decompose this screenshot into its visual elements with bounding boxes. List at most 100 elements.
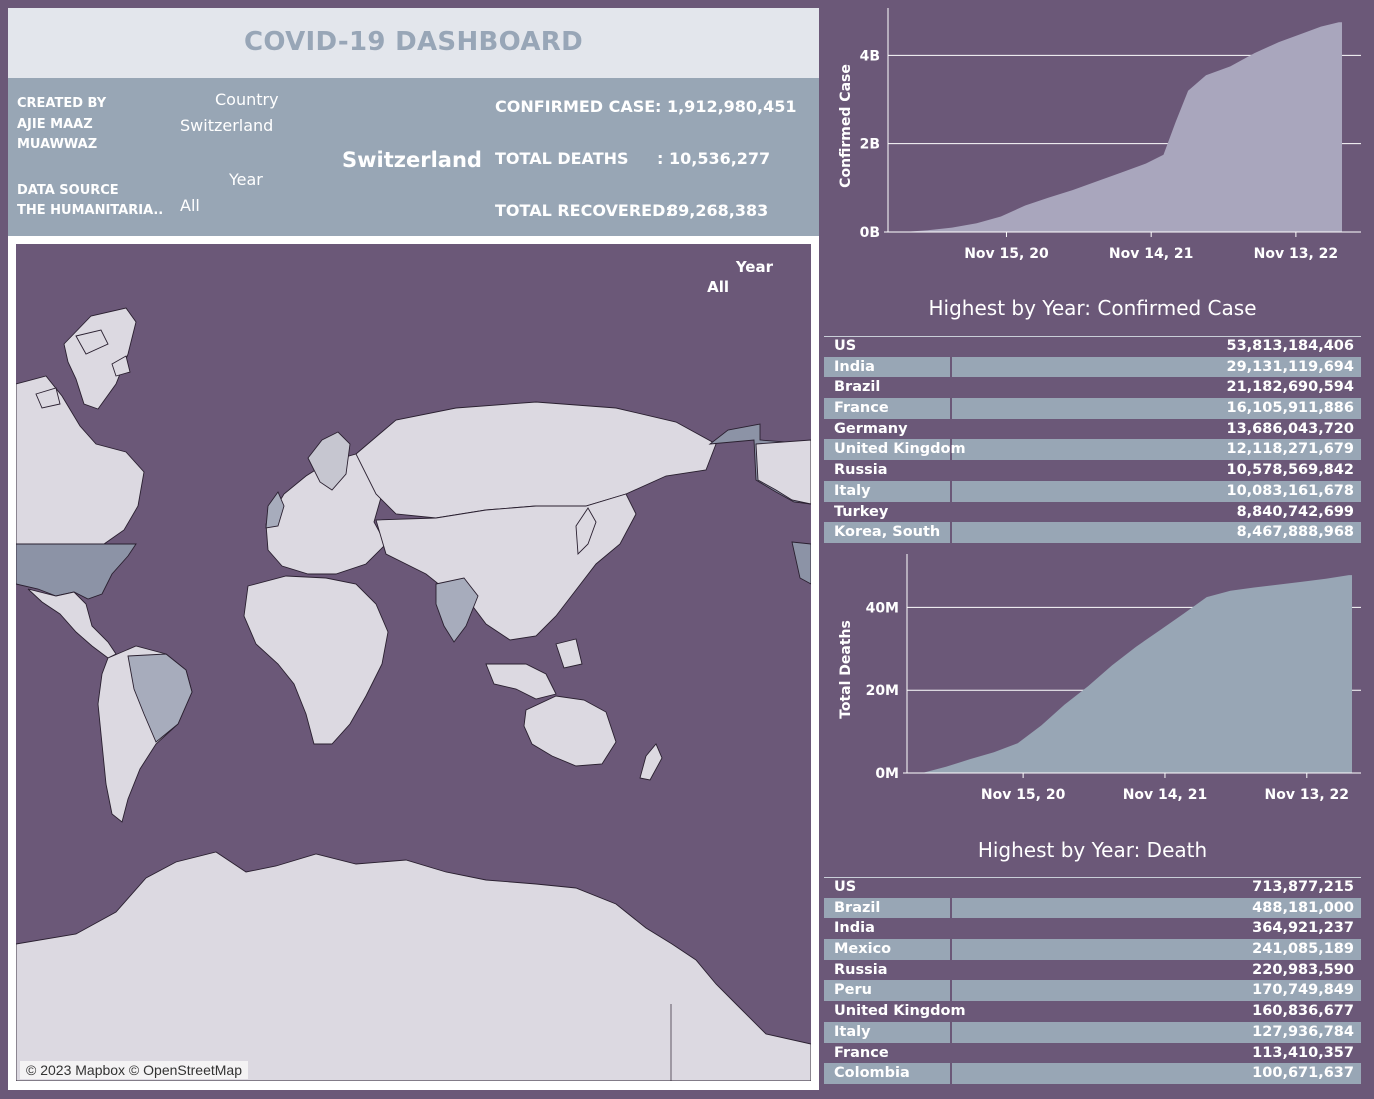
country-value: 10,083,161,678 xyxy=(1226,482,1354,499)
table-row[interactable]: Korea, South 8,467,888,968 xyxy=(824,522,1361,543)
india-shape xyxy=(435,577,479,643)
y-axis-title: Confirmed Case xyxy=(838,64,854,188)
country-value: 160,836,677 xyxy=(1252,1003,1354,1020)
deaths-table: US 713,877,215 Brazil 488,181,000 India 364,9… xyxy=(824,877,1361,1084)
table-row[interactable]: France 113,410,357 xyxy=(824,1043,1361,1064)
map-attribution[interactable]: © 2023 Mapbox © OpenStreetMap xyxy=(20,1061,248,1079)
confirmed-case-chart: 0B 2B 4B Nov 15, 20 Nov 14, 21 Nov 13, 22 Conf… xyxy=(838,8,1361,262)
created-by-label: CREATED BY xyxy=(17,96,107,111)
north-america-east xyxy=(755,439,811,505)
country-name: United Kingdom xyxy=(834,1003,966,1020)
table-row[interactable]: Peru 170,749,849 xyxy=(824,980,1361,1002)
country-value: 488,181,000 xyxy=(1252,899,1354,916)
table-row[interactable]: France 16,105,911,886 xyxy=(824,398,1361,419)
table-row[interactable]: US 713,877,215 xyxy=(824,877,1361,898)
confirmed-case-label: CONFIRMED CASE xyxy=(495,97,656,116)
x-tick-label: Nov 15, 20 xyxy=(981,787,1066,803)
year-filter-value[interactable]: All xyxy=(180,196,200,215)
country-name: Brazil xyxy=(834,899,881,916)
country-value: 21,182,690,594 xyxy=(1226,379,1354,396)
map-frame: Year All © 2023 Mapbox © OpenStreetMap xyxy=(8,236,819,1090)
y-tick-label: 4B xyxy=(860,48,880,64)
europe-shape xyxy=(265,453,387,575)
table-row[interactable]: Colombia 100,671,637 xyxy=(824,1063,1361,1084)
country-name: US xyxy=(834,338,857,354)
y-tick-label: 0M xyxy=(875,766,899,782)
deaths-table-title: Highest by Year: Death xyxy=(977,838,1208,862)
table-row[interactable]: US 53,813,184,406 xyxy=(824,336,1361,357)
table-row[interactable]: India 29,131,119,694 xyxy=(824,356,1361,378)
country-value: 53,813,184,406 xyxy=(1226,338,1354,354)
y-tick-label: 0B xyxy=(860,225,880,241)
country-filter-label: Country xyxy=(215,90,279,109)
southeast-asia-islands xyxy=(485,638,583,700)
country-value: 13,686,043,720 xyxy=(1226,420,1354,437)
data-source-value: THE HUMANITARIA.. xyxy=(17,203,164,218)
table-row[interactable]: Russia 220,983,590 xyxy=(824,960,1361,981)
country-value: 16,105,911,886 xyxy=(1226,400,1354,417)
total-deaths-chart: 0M 20M 40M Nov 15, 20 Nov 14, 21 Nov 13, 22 To… xyxy=(838,554,1361,803)
table-row[interactable]: United Kingdom 12,118,271,679 xyxy=(824,439,1361,461)
country-value: 8,840,742,699 xyxy=(1236,503,1354,520)
row-divider xyxy=(950,522,952,543)
table-row[interactable]: Brazil 21,182,690,594 xyxy=(824,377,1361,398)
country-value: 100,671,637 xyxy=(1252,1065,1354,1082)
y-tick-label: 40M xyxy=(866,600,899,616)
table-row[interactable]: India 364,921,237 xyxy=(824,918,1361,939)
usa-east-edge xyxy=(791,541,811,585)
country-value: 113,410,357 xyxy=(1252,1044,1354,1061)
table-row[interactable]: Italy 10,083,161,678 xyxy=(824,480,1361,502)
world-map[interactable]: Year All © 2023 Mapbox © OpenStreetMap xyxy=(16,244,811,1081)
table-row[interactable]: Italy 127,936,784 xyxy=(824,1021,1361,1043)
japan-shape xyxy=(575,507,597,556)
row-divider xyxy=(950,480,952,502)
x-tick-label: Nov 14, 21 xyxy=(1123,787,1208,803)
row-divider xyxy=(950,897,952,919)
country-value: 220,983,590 xyxy=(1252,961,1354,978)
total-deaths-label: TOTAL DEATHS xyxy=(495,149,629,168)
info-panel: CREATED BY AJIE MAAZ MUAWWAZ DATA SOURCE… xyxy=(8,78,819,236)
new-zealand-shape xyxy=(639,743,663,781)
table-row[interactable]: Germany 13,686,043,720 xyxy=(824,419,1361,440)
created-by-name-line2: MUAWWAZ xyxy=(17,137,98,152)
x-tick-label: Nov 13, 22 xyxy=(1254,246,1339,262)
confirmed-table: US 53,813,184,406 India 29,131,119,694 Brazi… xyxy=(824,336,1361,543)
row-divider xyxy=(950,1063,952,1084)
country-value: 10,578,569,842 xyxy=(1226,462,1354,479)
y-axis-title: Total Deaths xyxy=(838,620,854,719)
country-name: France xyxy=(834,1044,889,1061)
table-row[interactable]: Brazil 488,181,000 xyxy=(824,897,1361,919)
scandinavia-shape xyxy=(307,431,351,491)
map-year-value[interactable]: All xyxy=(707,278,729,296)
title-bar: COVID-19 DASHBOARD xyxy=(8,8,819,78)
country-value: 29,131,119,694 xyxy=(1226,358,1354,375)
table-row[interactable]: Turkey 8,840,742,699 xyxy=(824,502,1361,523)
area-series xyxy=(888,22,1342,233)
country-value: 8,467,888,968 xyxy=(1236,524,1354,541)
country-name: Germany xyxy=(834,420,908,437)
table-row[interactable]: Mexico 241,085,189 xyxy=(824,939,1361,960)
total-recovered-value: 89,268,383 xyxy=(667,201,769,220)
mexico-shape xyxy=(27,588,117,659)
map-year-label: Year xyxy=(735,258,773,276)
africa-shape xyxy=(243,575,389,745)
country-name: Russia xyxy=(834,961,888,978)
antarctica-shape xyxy=(16,851,811,1081)
area-series xyxy=(907,575,1352,773)
australia-shape xyxy=(523,695,617,767)
table-row[interactable]: United Kingdom 160,836,677 xyxy=(824,1001,1361,1022)
usa-shape xyxy=(16,543,137,600)
table-row[interactable]: Russia 10,578,569,842 xyxy=(824,460,1361,481)
country-name: Peru xyxy=(834,982,872,999)
canada-shape xyxy=(16,375,145,547)
country-name: Korea, South xyxy=(834,524,941,541)
row-divider xyxy=(950,1021,952,1043)
country-value: 364,921,237 xyxy=(1252,920,1354,937)
brazil-shape xyxy=(127,653,193,743)
country-name: Colombia xyxy=(834,1065,910,1082)
x-tick-label: Nov 13, 22 xyxy=(1265,787,1350,803)
year-filter-label: Year xyxy=(229,170,263,189)
x-tick-label: Nov 15, 20 xyxy=(964,246,1049,262)
country-name: Turkey xyxy=(834,503,889,520)
country-filter-value[interactable]: Switzerland xyxy=(180,116,274,135)
